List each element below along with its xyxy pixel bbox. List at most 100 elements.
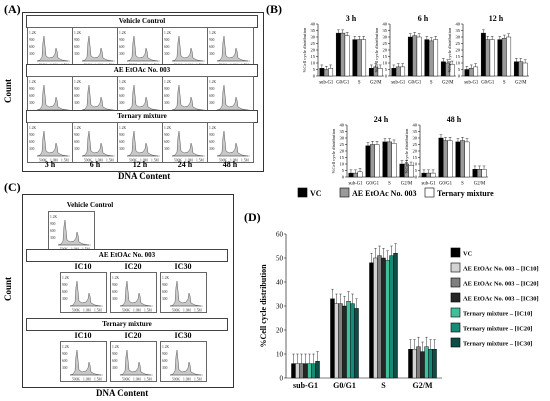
category-label: G0/G1 [333,381,356,390]
hist-y-tick: 1.2K [209,126,216,130]
y-tick-label: 30 [413,136,418,141]
hist-y-tick: 300 [74,101,80,105]
panel-c-hist-r1-c1: 1.2K 900 600 300 500K 1.0M 1.5M [110,341,157,382]
y-tick-label: 25 [340,142,345,147]
bar [433,39,439,77]
hist-curve [126,35,159,62]
bar [473,66,479,77]
y-tick-label: 35 [383,28,388,33]
y-tick-label: 10 [276,350,284,358]
hist-y-tick: 900 [209,87,215,91]
hist-y-tick: 600 [112,290,118,294]
hist-y-tick: 300 [162,366,168,370]
panel-c-hist-r0-c0: 1.2K 900 600 300 500K 1.0M 1.5M [60,272,107,313]
bar [464,141,470,178]
hist-x-tick: 500K [84,159,92,163]
panel-a-col-label-3: 24 h [177,160,193,169]
y-axis-label: %Cell cycle distribution [404,128,409,173]
legend-label: Ternary mixture – [IC30] [463,341,532,348]
y-axis-label: %Cell cycle distribution [302,27,307,72]
panel-a-col-label-0: 3 h [44,160,56,169]
chart-title: 48 h [447,115,462,124]
hist-x-tick: 500K [39,159,47,163]
bar [506,36,512,77]
hist-curve [81,84,114,111]
bar [315,361,320,379]
hist-y-tick: 900 [119,133,125,137]
chart-title: 24 h [374,115,389,124]
hist-y-tick: 900 [62,283,68,287]
bar [428,349,433,379]
y-tick-label: 30 [456,35,461,40]
y-tick-label: 0 [385,74,388,79]
bar [412,35,418,77]
hist-y-tick: 1.2K [119,126,126,130]
hist-y-tick: 300 [209,52,215,56]
bar [455,141,461,178]
category-label: G0/G1 [366,182,380,187]
category-label: G0/G1 [439,182,453,187]
y-tick-label: 30 [383,35,388,40]
chart-title: 12 h [489,14,504,23]
hist-y-tick: 600 [209,140,215,144]
bar [344,35,350,77]
category-label: S [358,81,361,86]
panel-c-band-0: AE EtOAc No. 003 [26,249,228,262]
bar [361,39,367,77]
hist-y-tick: 1.2K [164,31,171,35]
y-tick-label: 60 [276,230,284,238]
hist-x-tick: 500K [172,378,180,382]
legend-swatch [297,187,308,198]
bar [472,168,478,178]
category-label: sub-G1 [319,81,334,86]
hist-y-tick: 1.2K [162,345,169,349]
panel-c-col-label-1-2: IC30 [174,331,192,340]
bar [338,303,343,379]
hist-y-tick: 900 [164,133,170,137]
legend-swatch [450,322,461,333]
category-label: S [388,182,391,187]
hist-y-tick: 300 [119,147,125,151]
panel-c-col-label-1-1: IC20 [124,331,142,340]
bar [408,165,414,178]
panel-a-hist-r2-c3: 1.2K 900 600 300 500K 1.0M 1.5M [162,122,209,163]
legend-label: Ternary mixture – [IC10] [463,311,532,318]
hist-y-tick: 1.2K [164,80,171,84]
y-tick-label: 20 [413,149,418,154]
hist-curve [69,349,102,376]
y-tick-label: 5 [415,168,418,173]
hist-y-tick: 1.2K [74,126,81,130]
panel-c-col-label-0-0: IC10 [74,262,92,271]
panel-label-d: (D) [244,210,261,224]
panel-a-hist-r2-c1-plot: 1.2K 900 600 300 500K 1.0M 1.5M [74,126,115,163]
y-tick-label: 30 [311,35,316,40]
hist-x-tick: 1.5M [241,159,249,163]
panel-c-x-title: DNA Content [96,388,149,398]
bar [382,141,388,178]
hist-y-tick: 300 [119,101,125,105]
category-label: G2/M [401,182,413,187]
hist-y-tick: 1.2K [119,31,126,35]
category-label: sub-G1 [391,81,406,86]
bar [352,39,358,77]
hist-y-tick: 900 [164,38,170,42]
bar [485,39,491,77]
hist-y-tick: 300 [209,147,215,151]
hist-curve [126,130,159,157]
bar [464,69,470,77]
hist-curve [171,35,204,62]
legend-swatch [450,277,461,288]
y-tick-label: 50 [276,254,284,262]
hist-y-tick: 600 [164,94,170,98]
panel-a-col-label-1: 6 h [89,160,101,169]
bar [518,61,524,77]
hist-y-tick: 900 [50,222,56,226]
y-tick-label: 30 [276,302,284,310]
bar [299,363,304,379]
bar [468,67,474,77]
